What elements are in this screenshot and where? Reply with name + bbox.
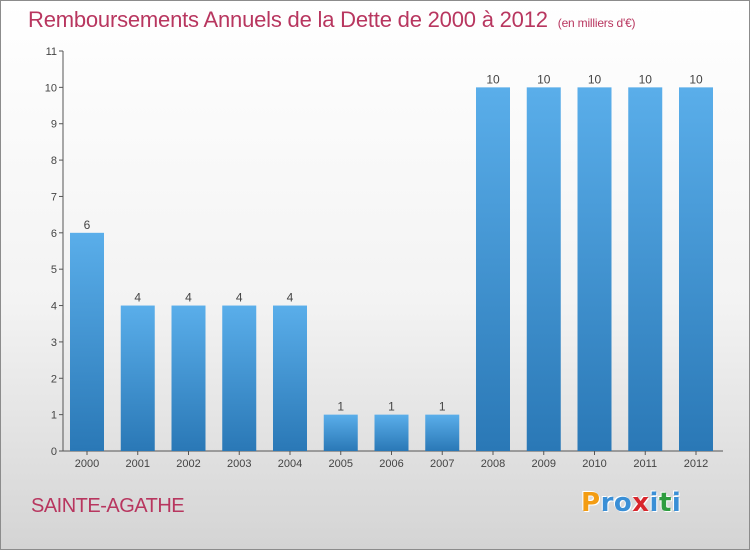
y-tick-label: 8 (51, 155, 57, 167)
logo-letter: x (632, 488, 650, 518)
bar (70, 232, 104, 451)
value-labels: 6 4 4 4 4 1 1 1 10 10 10 10 10 (84, 72, 703, 413)
bar-value-label: 4 (236, 291, 243, 305)
y-tick-label: 6 (51, 228, 57, 240)
y-tick-label: 11 (46, 46, 57, 58)
bars (70, 87, 713, 451)
x-tick-label: 2007 (430, 458, 454, 470)
y-tick-label: 7 (51, 191, 57, 203)
y-tick-label: 9 (51, 119, 57, 131)
y-tick-label: 2 (51, 373, 57, 385)
y-tick-label: 10 (45, 82, 57, 94)
y-tick-label: 3 (51, 337, 57, 349)
bar (526, 87, 561, 451)
x-tick-label: 2005 (329, 458, 353, 470)
bar-value-label: 10 (486, 72, 500, 86)
x-tick-label: 2011 (633, 458, 657, 470)
bar-value-label: 4 (287, 291, 294, 305)
bar-value-label: 6 (84, 218, 91, 232)
bar-value-label: 10 (639, 72, 653, 86)
y-tick-label: 5 (51, 264, 57, 276)
x-tick-label: 2012 (684, 458, 708, 470)
bar (374, 414, 409, 451)
bar (120, 305, 155, 451)
chart-unit: (en milliers d'€) (557, 16, 636, 30)
logo-letter: i (649, 488, 659, 518)
bar (476, 87, 510, 451)
bar (273, 305, 307, 451)
chart-title: Remboursements Annuels de la Dette de 20… (28, 7, 636, 33)
bar-value-label: 4 (134, 291, 141, 305)
bar-value-label: 1 (388, 400, 395, 414)
y-tick-label: 1 (51, 410, 57, 422)
y-tick-label: 0 (51, 446, 57, 458)
logo-letter: o (613, 488, 633, 518)
x-tick-label: 2008 (481, 458, 505, 470)
logo-letter: t (658, 488, 672, 518)
bar-value-label: 10 (537, 72, 551, 86)
bar-value-label: 4 (185, 291, 192, 305)
bar (577, 87, 612, 451)
bar (323, 414, 358, 451)
x-tick-label: 2000 (75, 458, 99, 470)
logo-letter: P (581, 488, 601, 518)
x-tick-label: 2004 (278, 458, 302, 470)
x-tick-label: 2001 (126, 458, 150, 470)
bar-value-label: 1 (439, 400, 446, 414)
x-tick-label: 2006 (379, 458, 403, 470)
x-tick-label: 2002 (176, 458, 200, 470)
y-tick-label: 4 (51, 301, 57, 313)
bar (679, 87, 713, 451)
bar-value-label: 1 (337, 400, 344, 414)
x-tick-label: 2003 (227, 458, 251, 470)
commune-name: SAINTE-AGATHE (31, 495, 185, 517)
bar (171, 305, 206, 451)
chart-title-text: Remboursements Annuels de la Dette de 20… (28, 7, 548, 32)
logo-letter: i (671, 488, 682, 518)
bar-value-label: 10 (689, 72, 703, 86)
x-tick-label: 2009 (532, 458, 556, 470)
logo-letter: r (600, 488, 614, 518)
bar (628, 87, 663, 451)
bar-value-label: 10 (588, 72, 602, 86)
proxiti-logo: Proxiti (581, 488, 681, 518)
bar (222, 305, 257, 451)
x-tick-label: 2010 (582, 458, 606, 470)
bar (425, 414, 460, 451)
